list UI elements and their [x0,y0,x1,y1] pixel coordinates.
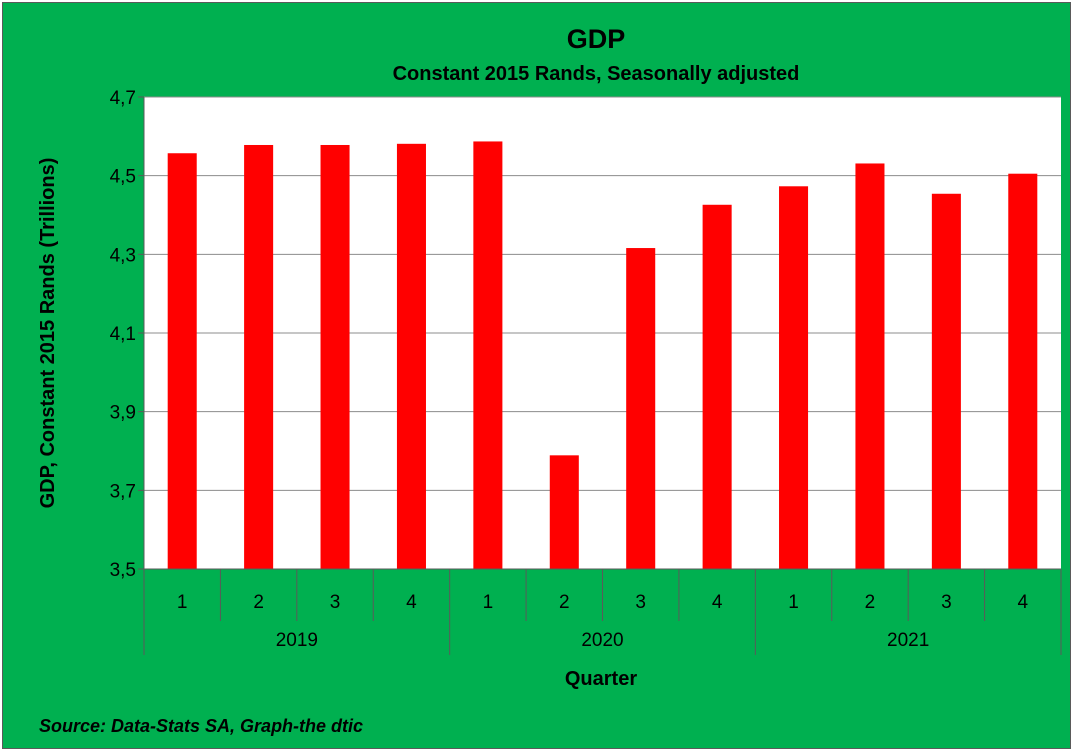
x-group-label: 2020 [581,630,623,651]
bar [320,144,350,569]
x-group-label: 2019 [276,630,318,651]
chart-title: GDP [567,24,626,54]
x-tick-label: 2 [253,592,264,613]
y-tick-label: 3,9 [110,403,136,424]
x-tick-label: 1 [177,592,188,613]
x-tick-label: 2 [559,592,570,613]
y-tick-label: 4,7 [110,88,136,109]
x-tick-label: 4 [1018,592,1029,613]
y-tick-label: 4,1 [110,324,136,345]
x-tick-label: 1 [788,592,799,613]
bar [244,144,274,569]
bar [626,248,656,570]
y-tick-label: 3,7 [110,481,136,502]
y-axis-label: GDP, Constant 2015 Rands (Trillions) [37,158,59,509]
x-tick-label: 1 [483,592,494,613]
chart-subtitle: Constant 2015 Rands, Seasonally adjusted [393,63,800,85]
gdp-bar-chart: GDP Constant 2015 Rands, Seasonally adju… [37,24,1062,690]
bar [1008,173,1038,569]
y-tick-label: 3,5 [110,560,136,581]
bar [167,153,197,569]
bar [855,163,885,569]
bar [779,186,809,569]
source-note: Source: Data-Stats SA, Graph-the dtic [39,716,364,736]
x-axis-label: Quarter [565,668,637,690]
bar [931,193,961,569]
gridlines [138,96,1061,570]
bar [473,141,503,570]
x-tick-label: 4 [712,592,723,613]
bars [167,141,1038,570]
y-tick-label: 4,5 [110,167,136,188]
x-group-label: 2021 [887,630,929,651]
x-tick-label: 3 [941,592,952,613]
x-tick-label: 3 [330,592,341,613]
x-tick-label: 2 [865,592,876,613]
bar [396,143,426,569]
x-tick-label: 3 [635,592,646,613]
bar [702,204,732,570]
x-axis: 1 2 3 4 1 2 3 4 1 2 3 4 2019 2020 2021 [143,97,1062,655]
bar [549,455,579,569]
x-tick-label: 4 [406,592,417,613]
y-tick-labels: 3,5 3,7 3,9 4,1 4,3 4,5 4,7 [110,88,136,581]
y-tick-label: 4,3 [110,245,136,266]
